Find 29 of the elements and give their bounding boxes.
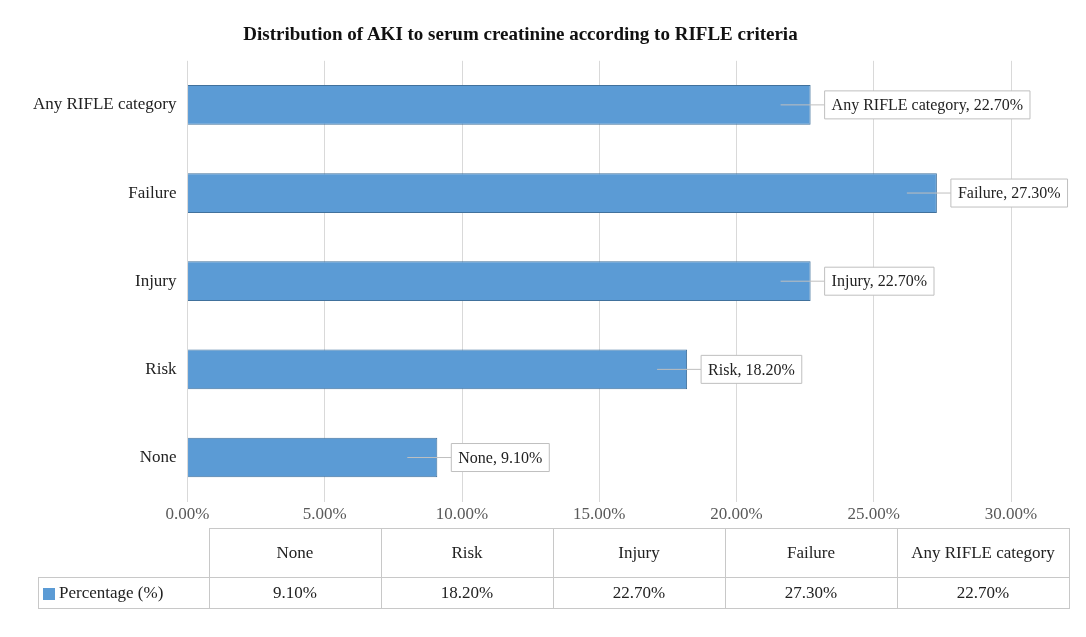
data-label: None, 9.10% [458, 448, 543, 466]
x-tick-label: 30.00% [984, 504, 1038, 524]
x-tick-label: 25.00% [847, 504, 900, 524]
x-tick-label: 5.00% [302, 504, 347, 524]
category-label: None [276, 543, 314, 562]
text: 22.70% [897, 577, 1069, 609]
legend-label: Percentage (%) [38, 577, 209, 609]
y-tick-label: None [139, 446, 177, 466]
y-tick-label: Risk [145, 358, 178, 378]
data-label: Injury, 22.70% [831, 272, 928, 291]
data-label: Any RIFLE category, 22.70% [831, 96, 1023, 115]
x-tick-label: 0.00% [165, 504, 210, 524]
text: 27.30% [725, 577, 897, 609]
y-tick-label: Injury [134, 270, 178, 290]
text: 18.20% [381, 577, 553, 609]
chart-title: Distribution of AKI to serum creatinine according to RIFLE criteria [243, 23, 799, 45]
text: 22.70% [553, 577, 725, 609]
data-label: Failure, 27.30% [957, 184, 1061, 202]
y-tick-label: Failure [128, 182, 177, 202]
category-label: Injury [618, 543, 660, 562]
category-label: Any RIFLE category [911, 543, 1055, 562]
y-tick-label: Any RIFLE category [32, 94, 178, 114]
x-tick-label: 15.00% [573, 504, 626, 524]
text: 9.10% [209, 577, 381, 609]
category-label: Risk [451, 543, 483, 562]
category-label: Failure [786, 543, 836, 562]
data-label: Risk, 18.20% [708, 360, 795, 378]
x-tick-label: 20.00% [710, 504, 763, 524]
x-tick-label: 10.00% [435, 504, 489, 524]
